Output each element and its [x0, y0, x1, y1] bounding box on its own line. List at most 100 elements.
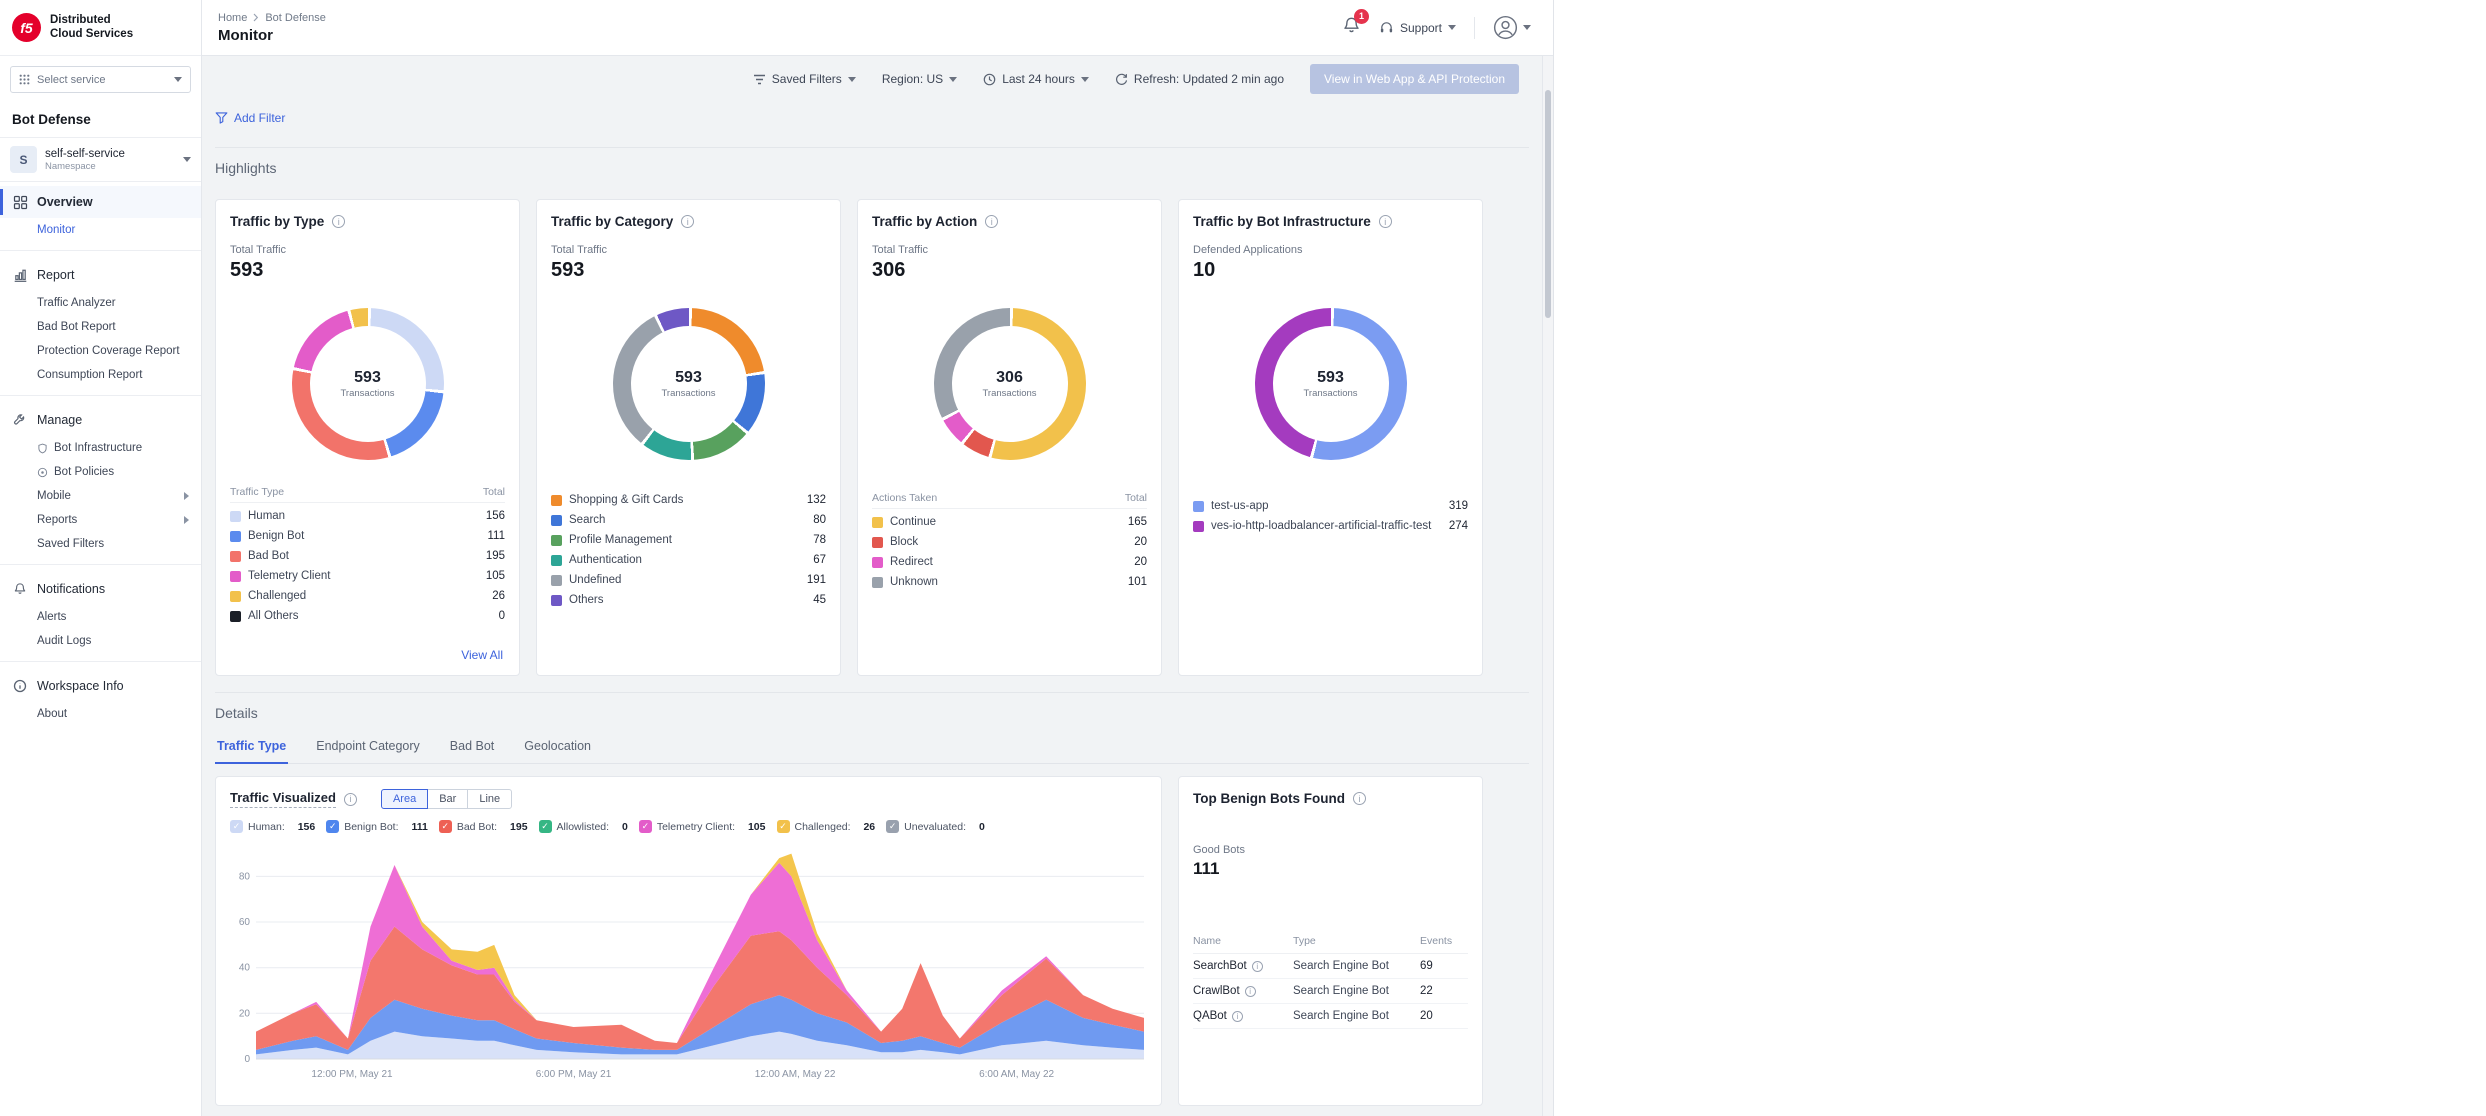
donut-center-value: 593: [1317, 369, 1344, 386]
mode-area-button[interactable]: Area: [380, 789, 429, 809]
card-title: Top Benign Bots Found: [1193, 791, 1345, 806]
sidebar-item-manage[interactable]: Manage: [0, 404, 201, 436]
refresh-button[interactable]: Refresh: Updated 2 min ago: [1115, 72, 1284, 86]
sidebar-item-bad-bot-report[interactable]: Bad Bot Report: [0, 315, 201, 339]
scrollbar[interactable]: [1542, 56, 1553, 1116]
info-icon[interactable]: [1378, 215, 1392, 228]
legend-swatch: [551, 534, 562, 546]
chart-mode-toggle: Area Bar Line: [380, 789, 513, 809]
mode-line-button[interactable]: Line: [467, 789, 513, 809]
info-icon[interactable]: [1231, 1010, 1243, 1022]
sidebar-item-report[interactable]: Report: [0, 259, 201, 291]
sidebar-item-protection-coverage-report[interactable]: Protection Coverage Report: [0, 339, 201, 363]
user-menu[interactable]: [1493, 15, 1531, 40]
sidebar-item-saved-filters[interactable]: Saved Filters: [0, 532, 201, 556]
region-dropdown[interactable]: Region: US: [881, 72, 958, 86]
sidebar-item-workspace-info[interactable]: Workspace Info: [0, 670, 201, 702]
region-label: Region: US: [881, 72, 944, 86]
namespace-selector[interactable]: S self-self-service Namespace: [0, 137, 201, 182]
legend-checkbox-human[interactable]: Human: 156: [230, 820, 315, 833]
breadcrumb-home[interactable]: Home: [218, 11, 248, 24]
info-icon[interactable]: [343, 792, 357, 806]
legend-checkbox-challenged[interactable]: Challenged: 26: [776, 820, 876, 833]
info-icon[interactable]: [1251, 960, 1263, 972]
sidebar-item-consumption-report[interactable]: Consumption Report: [0, 363, 201, 387]
legend-count: 26: [863, 820, 876, 833]
card-traffic-by-bot-infrastructure: Traffic by Bot Infrastructure Defended A…: [1178, 199, 1483, 676]
info-icon[interactable]: [681, 215, 695, 228]
tab-endpoint-category[interactable]: Endpoint Category: [316, 739, 420, 753]
svg-text:0: 0: [244, 1054, 250, 1065]
donut-chart[interactable]: 593 Transactions: [612, 308, 765, 460]
sidebar-item-about[interactable]: About: [0, 702, 201, 726]
legend-header-name: Actions Taken: [872, 492, 938, 504]
sidebar-item-notifications[interactable]: Notifications: [0, 573, 201, 605]
legend-row: Benign Bot 111: [230, 526, 505, 546]
tab-geolocation[interactable]: Geolocation: [524, 739, 591, 753]
legend-checkbox-unevaluated[interactable]: Unevaluated: 0: [886, 820, 985, 833]
sidebar-item-reports[interactable]: Reports: [0, 508, 201, 532]
legend-swatch: [1193, 500, 1204, 512]
legend-label: Human:: [248, 820, 285, 833]
sidebar-item-label: Manage: [37, 413, 83, 427]
donut-chart[interactable]: 306 Transactions: [933, 308, 1086, 460]
column-events: Events: [1420, 935, 1453, 947]
legend-header-value: Total: [1124, 492, 1147, 504]
legend-value: 111: [487, 530, 505, 542]
clock-icon: [983, 73, 996, 85]
sidebar-item-audit-logs[interactable]: Audit Logs: [0, 629, 201, 653]
brand: f5 Distributed Cloud Services: [0, 0, 201, 56]
sidebar-item-bot-infrastructure[interactable]: Bot Infrastructure: [0, 436, 201, 460]
overview-icon: [12, 195, 28, 210]
traffic-area-chart[interactable]: 0 20 40 60 80 12:00 PM, May 21 6:00 PM, May 21…: [230, 841, 1148, 1085]
donut-center-value: 306: [996, 369, 1023, 386]
breadcrumb: Home Bot Defense: [218, 12, 326, 24]
tab-traffic-type[interactable]: Traffic Type: [215, 735, 289, 764]
sidebar-item-bot-policies[interactable]: Bot Policies: [0, 460, 201, 484]
add-filter-button[interactable]: Add Filter: [215, 111, 285, 125]
legend-checkbox-bad-bot[interactable]: Bad Bot: 195: [438, 820, 528, 833]
info-icon[interactable]: [1352, 792, 1366, 805]
svg-text:40: 40: [239, 963, 251, 974]
sidebar-item-monitor[interactable]: Monitor: [0, 218, 201, 242]
saved-filters-dropdown[interactable]: Saved Filters: [753, 72, 856, 86]
legend-label: ves-io-http-loadbalancer-artificial-traf…: [1211, 520, 1432, 532]
info-icon[interactable]: [985, 215, 999, 228]
sidebar-item-mobile[interactable]: Mobile: [0, 484, 201, 508]
info-icon[interactable]: [332, 215, 346, 228]
mode-bar-button[interactable]: Bar: [427, 789, 469, 809]
legend-label: Undefined: [569, 574, 622, 586]
notifications-button[interactable]: 1: [1342, 8, 1369, 40]
legend-value: 132: [806, 494, 826, 506]
details-tabs: Traffic Type Endpoint Category Bad Bot G…: [215, 735, 1529, 764]
sidebar-item-label: Bad Bot Report: [37, 321, 116, 333]
sidebar-item-alerts[interactable]: Alerts: [0, 605, 201, 629]
legend-row: Block 20: [872, 532, 1147, 552]
view-in-waap-button[interactable]: View in Web App & API Protection: [1310, 64, 1519, 94]
sidebar-item-traffic-analyzer[interactable]: Traffic Analyzer: [0, 291, 201, 315]
checkbox-icon: [230, 820, 243, 833]
legend-row: Undefined 191: [551, 570, 826, 590]
support-menu[interactable]: Support: [1379, 20, 1456, 35]
legend-checkbox-allowlisted[interactable]: Allowlisted: 0: [538, 820, 628, 833]
svg-text:20: 20: [239, 1008, 251, 1019]
view-all-link[interactable]: View All: [461, 648, 503, 662]
sidebar-item-overview[interactable]: Overview: [0, 186, 201, 218]
legend-label: Benign Bot: [248, 530, 305, 542]
scrollbar-thumb[interactable]: [1545, 90, 1551, 318]
bot-type: Search Engine Bot: [1293, 985, 1389, 997]
policy-icon: [37, 467, 48, 478]
donut-chart[interactable]: 593 Transactions: [291, 308, 444, 460]
legend-checkbox-benign-bot[interactable]: Benign Bot: 111: [326, 820, 428, 833]
tab-bad-bot[interactable]: Bad Bot: [449, 739, 495, 753]
time-range-dropdown[interactable]: Last 24 hours: [983, 72, 1089, 86]
legend-label: Profile Management: [569, 534, 672, 546]
service-selector[interactable]: Select service: [10, 66, 191, 93]
info-icon[interactable]: [1244, 985, 1256, 997]
legend-value: 105: [485, 570, 505, 582]
brand-line1: Distributed: [50, 13, 111, 26]
donut-chart[interactable]: 593 Transactions: [1254, 308, 1407, 460]
card-title: Traffic by Type: [230, 214, 325, 229]
legend-checkbox-telemetry-client[interactable]: Telemetry Client: 105: [638, 820, 766, 833]
page-title: Monitor: [218, 26, 273, 44]
